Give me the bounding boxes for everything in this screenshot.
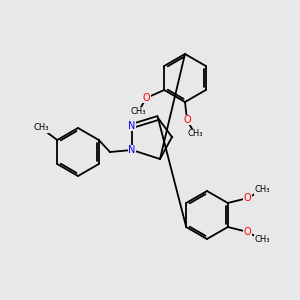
- Text: CH₃: CH₃: [187, 130, 203, 139]
- Text: O: O: [142, 93, 150, 103]
- Text: O: O: [183, 115, 191, 125]
- Text: O: O: [244, 227, 252, 237]
- Text: CH₃: CH₃: [254, 236, 269, 244]
- Text: O: O: [244, 193, 252, 203]
- Text: N: N: [128, 145, 136, 155]
- Text: CH₃: CH₃: [34, 124, 49, 133]
- Text: N: N: [128, 121, 136, 131]
- Text: CH₃: CH₃: [130, 107, 146, 116]
- Text: CH₃: CH₃: [254, 185, 269, 194]
